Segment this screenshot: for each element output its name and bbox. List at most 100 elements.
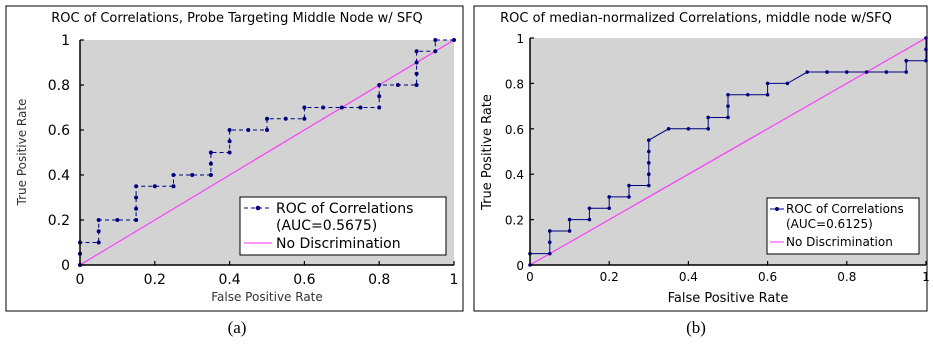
panel-a-legend-marker-roc — [255, 205, 261, 211]
panel-a-legend: ROC of Correlations (AUC=0.5675) No Disc… — [239, 196, 447, 256]
panel-a-ytick-label: 1 — [61, 33, 70, 49]
panel-b-title: ROC of median-normalized Correlations, m… — [500, 11, 892, 26]
panel-a-roc-point — [152, 184, 157, 189]
panel-a-roc-point — [265, 128, 269, 132]
panel-b-roc-point — [647, 161, 651, 165]
panel-a-roc-point — [171, 184, 176, 189]
panel-b-roc-point — [548, 251, 552, 256]
panel-b-ylabel: True Positive Rate — [480, 94, 495, 211]
panel-a-roc-point — [171, 173, 176, 177]
panel-b-roc-point — [706, 115, 710, 120]
panel-b-xtick-label: 0.4 — [679, 270, 698, 284]
panel-a-roc-point — [134, 218, 139, 222]
panel-b-legend-auc: (AUC=0.6125) — [786, 217, 873, 231]
panel-b-roc-point — [884, 70, 889, 74]
panel-a-legend-label-roc: ROC of Correlations — [276, 201, 413, 217]
panel-a-roc-point — [208, 150, 213, 155]
panel-b-roc-point — [548, 240, 552, 245]
panel-a-roc-point — [227, 150, 232, 155]
panel-a-xtick-label: 0.6 — [293, 272, 315, 288]
panel-b-legend-marker-roc — [775, 207, 779, 211]
panel-a-legend-auc: (AUC=0.5675) — [276, 218, 377, 234]
panel-b-series-no-discrimination — [529, 37, 927, 266]
panel-b-legend-box — [766, 197, 920, 255]
panel-b-ytick-label: 1 — [516, 32, 524, 46]
panel-a-roc-point — [452, 38, 456, 42]
panel-b-legend-label-nodisc: No Discrimination — [786, 235, 893, 249]
panel-a-roc-point — [134, 184, 139, 189]
panel-a-ytick-label: 0.8 — [48, 78, 70, 94]
panel-a-roc-point — [377, 83, 382, 87]
panel-a-xtick-label: 0.8 — [368, 272, 390, 288]
panel-b-roc-point — [607, 206, 611, 211]
panel-b-roc-point — [726, 92, 730, 97]
panel-a-roc-point — [134, 195, 139, 200]
panel-b-roc-point — [627, 183, 631, 188]
panel-b-roc-point — [666, 127, 671, 131]
panel-a-series-no-discrimination — [79, 39, 455, 266]
panel-a-roc-point — [433, 38, 438, 42]
panel-a-legend-box — [239, 196, 447, 256]
panel-b-xtick-label: 0.6 — [758, 270, 777, 284]
panel-b-roc-point — [864, 70, 869, 74]
panel-b-roc-point — [924, 36, 928, 40]
panel-b-roc-point — [904, 70, 908, 74]
panel-b-roc-point — [805, 70, 809, 74]
panel-a-roc-point — [395, 83, 400, 87]
panel-a-roc-point — [227, 128, 232, 132]
panel-a-roc-point — [339, 105, 344, 110]
panel-b-roc-point — [627, 195, 631, 199]
panel-b-roc-point — [904, 58, 908, 63]
panel-a-roc-point — [433, 49, 438, 54]
panel-a-ticks: 0 0.2 0.4 0.6 0.8 1 0 0.2 0.4 0.6 0.8 1 — [48, 33, 459, 288]
panel-a-roc-point — [377, 94, 382, 99]
panel-a-roc-point — [208, 173, 213, 177]
panel-b-xtick-label: 0.8 — [837, 270, 856, 284]
panel-b-roc-point — [567, 217, 572, 222]
panel-a-ytick-label: 0.2 — [48, 213, 70, 229]
panel-a-roc-point — [377, 105, 382, 110]
panel-b-roc-point — [548, 229, 552, 233]
panel-b-legend: ROC of Correlations (AUC=0.6125) No Disc… — [766, 197, 920, 255]
panel-b-roc-point — [647, 149, 651, 154]
panel-b-roc-point — [924, 47, 928, 52]
panel-a-roc-point — [227, 139, 232, 144]
panel-b-roc-point — [825, 70, 829, 74]
panel-b-roc-point — [765, 92, 770, 97]
panel-b-roc-point — [647, 183, 651, 188]
panel-b-roc-point — [587, 217, 592, 222]
panel-b-xtick-label: 1 — [922, 270, 930, 284]
panel-b-roc-point — [924, 58, 928, 63]
panel-a-roc-point — [321, 105, 326, 110]
panel-a-roc-point — [96, 218, 101, 222]
panel-b-xtick-label: 0.2 — [600, 270, 619, 284]
panel-b-series — [528, 36, 928, 267]
panel-a-roc-point — [283, 116, 288, 121]
panel-b-roc-point — [746, 92, 750, 97]
panel-a-xlabel: False Positive Rate — [211, 290, 323, 304]
panel-b-roc-point — [726, 104, 730, 108]
panel-a-title: ROC of Correlations, Probe Targeting Mid… — [51, 11, 423, 26]
panel-b-legend-label-roc: ROC of Correlations — [786, 202, 904, 216]
panel-b-roc-point — [765, 81, 770, 86]
panel-b-ytick-label: 0.2 — [505, 214, 524, 228]
panel-a-series-roc-line — [79, 39, 454, 265]
panel-a-axes — [79, 40, 454, 266]
panel-b-axes — [529, 38, 926, 266]
panel-a-roc-point — [190, 173, 195, 177]
panel-a-roc-point — [96, 229, 101, 234]
panel-b-roc-point — [567, 229, 572, 233]
panel-a: ROC of Correlations, Probe Targeting Mid… — [5, 5, 464, 337]
panel-a-ytick-label: 0.6 — [48, 123, 70, 139]
panel-a-roc-point — [302, 116, 307, 121]
panel-b-roc-point — [647, 138, 651, 142]
panel-a-xtick-label: 0.2 — [144, 272, 166, 288]
panel-a-roc-point — [115, 218, 120, 222]
panel-a-roc-point — [414, 60, 419, 65]
panel-b: ROC of median-normalized Correlations, m… — [473, 5, 930, 337]
panel-b-roc-point — [785, 81, 790, 86]
panel-b-caption: (b) — [686, 318, 706, 337]
panel-b-roc-point — [726, 115, 730, 120]
panel-a-xtick-label: 0 — [76, 272, 85, 288]
